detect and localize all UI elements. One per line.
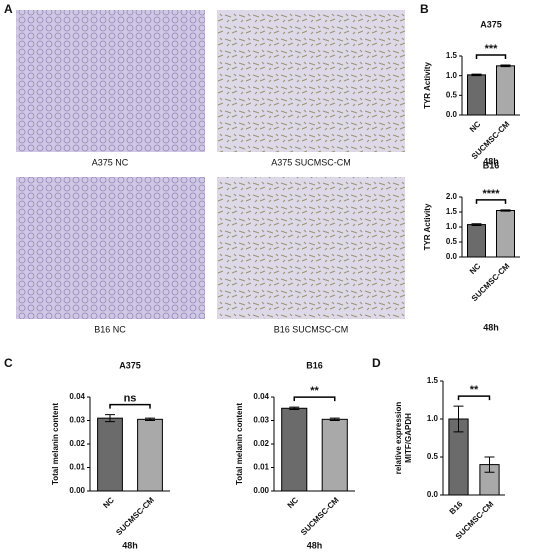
y-tick-label: 0.0 xyxy=(446,110,458,119)
x-tick-label: NC xyxy=(101,495,116,510)
significance-bracket xyxy=(109,403,151,409)
bar xyxy=(137,418,163,492)
y-tick-label: 1.0 xyxy=(446,71,458,80)
micrograph xyxy=(217,177,405,319)
y-tick-label: 2.0 xyxy=(446,192,458,201)
y-tick-label: 0.04 xyxy=(253,392,269,401)
y-tick-label: 1.0 xyxy=(427,414,439,423)
chart-title: A375 xyxy=(480,19,502,29)
y-tick-label: 0.0 xyxy=(446,252,458,261)
y-tick-label: 0.04 xyxy=(69,392,85,401)
significance-label: ** xyxy=(470,384,479,396)
y-tick-label: 0.00 xyxy=(253,486,269,495)
x-tick-label: NC xyxy=(286,495,301,510)
y-tick-label: 0.00 xyxy=(69,486,85,495)
y-tick-label: 1.5 xyxy=(427,376,439,385)
y-axis-label: relative expression xyxy=(394,402,403,475)
y-tick-label: 1.5 xyxy=(446,51,458,60)
y-axis-label: MITF/GAPDH xyxy=(404,413,413,463)
micrograph xyxy=(16,10,205,152)
panel-label: A xyxy=(4,2,13,16)
panel-label: C xyxy=(4,356,13,370)
y-tick-label: 0.02 xyxy=(253,439,269,448)
bar xyxy=(496,210,515,258)
error-bar xyxy=(105,414,115,423)
significance-label: **** xyxy=(482,188,500,200)
x-tick-label: NC xyxy=(468,261,483,276)
bar xyxy=(496,65,515,116)
significance-bracket xyxy=(475,199,507,204)
error-bar xyxy=(453,405,464,433)
error-bar xyxy=(500,209,511,212)
significance-label: ** xyxy=(310,385,319,397)
panel-label: D xyxy=(372,356,381,370)
y-axis-label: Total melanin content xyxy=(51,403,60,485)
y-tick-label: 1.0 xyxy=(446,222,458,231)
chart-title: B16 xyxy=(483,160,500,170)
y-tick-label: 0.5 xyxy=(446,237,458,246)
y-tick-label: 0.03 xyxy=(253,416,269,425)
error-bar xyxy=(471,73,482,77)
x-tick-label: SUCMSC-CM xyxy=(114,495,156,537)
bar xyxy=(467,224,486,258)
y-tick-label: 0.0 xyxy=(427,490,439,499)
panel-label: B xyxy=(420,2,429,16)
x-tick-label: B16 xyxy=(448,499,465,516)
error-bar xyxy=(500,64,511,68)
y-tick-label: 0.01 xyxy=(253,463,269,472)
x-axis-label: 48h xyxy=(483,322,499,332)
y-tick-label: 0.02 xyxy=(69,439,85,448)
y-tick-label: 0.5 xyxy=(446,90,458,99)
x-axis-label: 48h xyxy=(483,156,499,166)
significance-label: *** xyxy=(485,43,499,55)
y-tick-label: 0.5 xyxy=(427,452,439,461)
x-axis-label: 48h xyxy=(122,540,138,550)
bar xyxy=(467,74,486,116)
significance-label: ns xyxy=(124,393,137,405)
significance-bracket xyxy=(457,395,491,401)
error-bar xyxy=(484,456,495,473)
y-tick-label: 0.03 xyxy=(69,416,85,425)
bar xyxy=(97,417,123,492)
error-bar xyxy=(289,406,300,410)
y-axis-label: TYR Activity xyxy=(423,62,432,109)
significance-bracket xyxy=(293,396,336,402)
image-caption: A375 NC xyxy=(92,157,129,167)
y-tick-label: 0.01 xyxy=(69,463,85,472)
error-bar xyxy=(471,223,482,226)
error-bar xyxy=(145,417,155,421)
y-tick-label: 1.5 xyxy=(446,207,458,216)
x-tick-label: NC xyxy=(468,119,483,134)
y-axis-label: TYR Activity xyxy=(423,203,432,250)
chart-title: A375 xyxy=(119,360,141,370)
bar xyxy=(321,418,348,492)
micrograph xyxy=(217,10,405,152)
image-caption: B16 SUCMSC-CM xyxy=(274,324,349,334)
bar xyxy=(281,407,308,492)
x-axis-label: 48h xyxy=(307,540,323,550)
x-tick-label: SUCMSC-CM xyxy=(299,495,341,537)
significance-bracket xyxy=(475,54,507,60)
y-axis-label: Total melanin content xyxy=(235,403,244,485)
error-bar xyxy=(329,417,340,421)
chart-title: B16 xyxy=(306,360,323,370)
image-caption: B16 NC xyxy=(94,324,126,334)
image-caption: A375 SUCMSC-CM xyxy=(271,157,351,167)
micrograph xyxy=(16,177,205,319)
